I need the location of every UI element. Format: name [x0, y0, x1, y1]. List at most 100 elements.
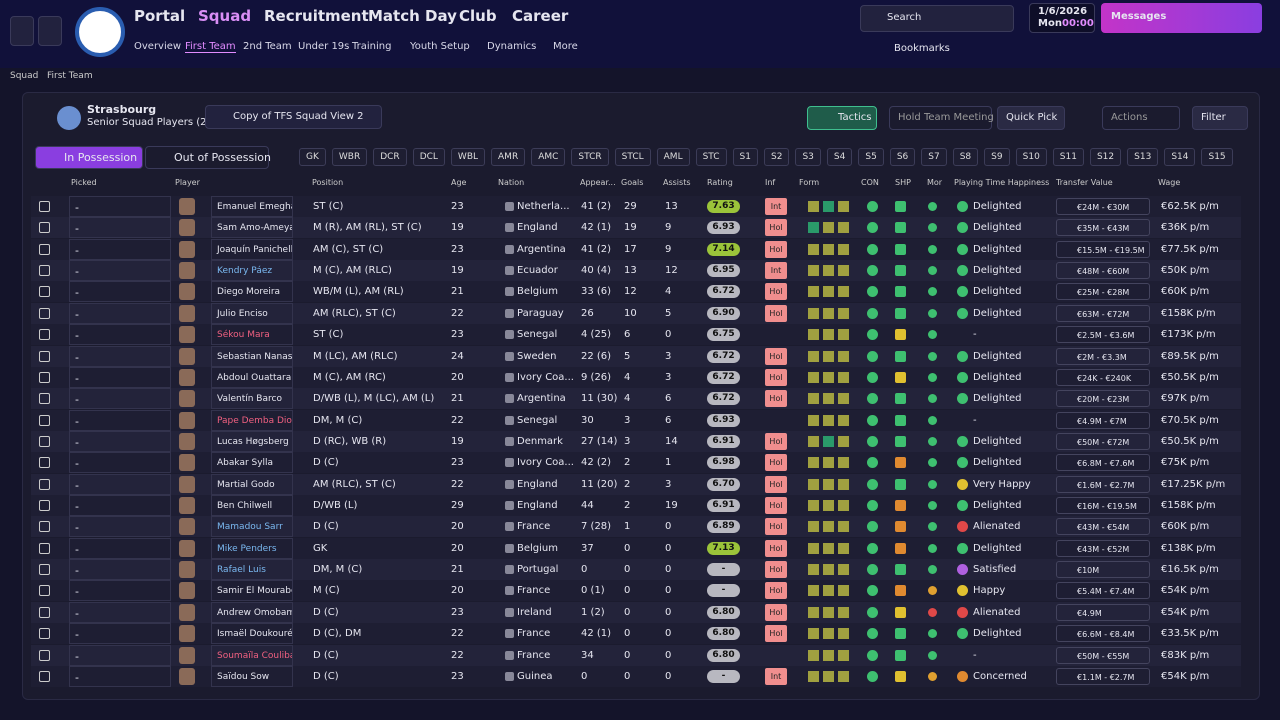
checkbox[interactable] — [39, 564, 50, 576]
transfer-value[interactable]: €2.5M - €3.6M — [1056, 326, 1150, 344]
checkbox[interactable] — [39, 414, 50, 426]
nation[interactable]: France — [517, 649, 551, 661]
nation[interactable]: Senegal — [517, 414, 558, 426]
checkbox[interactable] — [39, 542, 50, 554]
position-filter[interactable]: WBR — [331, 148, 368, 166]
player-name[interactable]: Julio Enciso — [211, 302, 293, 324]
position-filter[interactable]: WBL — [450, 148, 486, 166]
picked-select[interactable]: - — [69, 473, 171, 495]
nation[interactable]: Sweden — [517, 350, 557, 362]
nation[interactable]: England — [517, 500, 558, 512]
column-header[interactable]: CON — [861, 178, 879, 187]
submenu-item[interactable]: More — [553, 41, 578, 52]
nation[interactable]: Senegal — [517, 329, 558, 341]
picked-select[interactable]: - — [69, 302, 171, 324]
transfer-value[interactable]: €6.8M - €7.6M — [1056, 454, 1150, 472]
club-badge[interactable] — [75, 7, 125, 57]
position-filter[interactable]: S1 — [732, 148, 758, 166]
nation[interactable]: Ecuador — [517, 265, 558, 277]
breadcrumb-item[interactable]: First Team — [47, 71, 93, 81]
position-filter[interactable]: S4 — [826, 148, 853, 166]
picked-select[interactable]: - — [69, 217, 171, 239]
date-box[interactable]: 1/6/2026 Mon 00:00 — [1029, 3, 1095, 33]
submenu-item[interactable]: Dynamics — [487, 41, 537, 52]
action-button[interactable]: Tactics — [807, 106, 877, 130]
picked-select[interactable]: - — [69, 324, 171, 346]
column-header[interactable]: Mor — [927, 178, 943, 187]
nation[interactable]: Argentina — [517, 243, 566, 255]
nation[interactable]: Paraguay — [517, 307, 564, 319]
position-filter[interactable]: S2 — [764, 148, 790, 166]
player-name[interactable]: Mike Penders — [211, 537, 293, 559]
player-name[interactable]: Andrew Omobamid... — [211, 601, 293, 623]
position-filter[interactable]: S15 — [1201, 148, 1233, 166]
player-row[interactable]: - Sékou Mara ST (C) 23 Senegal 4 (25) 6 0 6.75 - €… — [31, 324, 1241, 346]
player-row[interactable]: - Saïdou Sow D (C) 23 Guinea 0 0 0 - Int Concerned… — [31, 665, 1241, 687]
column-header[interactable]: Appear... — [580, 178, 616, 187]
checkbox[interactable] — [39, 478, 50, 490]
picked-select[interactable]: - — [69, 366, 171, 388]
checkbox[interactable] — [39, 350, 50, 362]
nation[interactable]: Ivory Coa... — [517, 371, 574, 383]
column-header[interactable]: Picked — [71, 178, 97, 187]
back-button[interactable] — [10, 16, 34, 46]
menu-item[interactable]: Recruitment — [264, 7, 369, 25]
player-name[interactable]: Rafael Luis — [211, 559, 293, 581]
menu-item[interactable]: Portal — [134, 7, 186, 25]
player-name[interactable]: Ben Chilwell — [211, 495, 293, 517]
column-header[interactable]: Assists — [663, 178, 691, 187]
checkbox[interactable] — [39, 201, 50, 212]
submenu-item[interactable]: Overview — [134, 41, 182, 52]
picked-select[interactable]: - — [69, 580, 171, 602]
tab[interactable]: In Possession — [35, 146, 143, 169]
player-row[interactable]: - Julio Enciso AM (RLC), ST (C) 22 Paraguay 2… — [31, 302, 1241, 324]
forward-button[interactable] — [38, 16, 62, 46]
player-name[interactable]: Abakar Sylla — [211, 452, 293, 474]
position-filter[interactable]: S3 — [795, 148, 821, 166]
transfer-value[interactable]: €5.4M - €7.4M — [1056, 582, 1150, 600]
view-select[interactable]: Copy of TFS Squad View 2 — [205, 105, 382, 129]
checkbox[interactable] — [39, 222, 50, 234]
checkbox[interactable] — [39, 670, 50, 682]
picked-select[interactable]: - — [69, 537, 171, 559]
checkbox[interactable] — [39, 243, 50, 255]
player-row[interactable]: - Kendry Páez M (C), AM (RLC) 19 Ecuador 40 (… — [31, 260, 1241, 282]
player-name[interactable]: Valentín Barco — [211, 388, 293, 410]
nation[interactable]: Ireland — [517, 606, 552, 618]
player-row[interactable]: - Andrew Omobamid... D (C) 23 Ireland 1 (2) 0 0… — [31, 601, 1241, 623]
transfer-value[interactable]: €50M - €55M — [1056, 646, 1150, 664]
column-header[interactable]: Transfer Value — [1056, 178, 1113, 187]
position-filter[interactable]: S8 — [952, 148, 979, 166]
transfer-value[interactable]: €25M - €28M — [1056, 283, 1150, 301]
transfer-value[interactable]: €24M - €30M — [1056, 198, 1150, 215]
player-name[interactable]: Kendry Páez — [211, 260, 293, 282]
transfer-value[interactable]: €4.9M - €7M — [1056, 411, 1150, 429]
picked-select[interactable]: - — [69, 430, 171, 452]
submenu-item[interactable]: First Team — [185, 41, 236, 53]
player-name[interactable]: Joaquín Panichelli — [211, 238, 293, 260]
position-filter[interactable]: STC — [695, 148, 727, 166]
messages-button[interactable]: Messages — [1101, 3, 1262, 33]
checkbox[interactable] — [39, 500, 50, 512]
checkbox[interactable] — [39, 585, 50, 597]
player-row[interactable]: - Mike Penders GK 20 Belgium 37 0 0 7.13 Hol Delig… — [31, 537, 1241, 559]
player-name[interactable]: Mamadou Sarr — [211, 516, 293, 538]
picked-select[interactable]: - — [69, 623, 171, 645]
picked-select[interactable]: - — [69, 452, 171, 474]
transfer-value[interactable]: €20M - €23M — [1056, 390, 1150, 408]
breadcrumb-item[interactable]: Squad — [10, 71, 39, 81]
player-row[interactable]: - Pape Demba Diop DM, M (C) 22 Senegal 30 3 6 6.… — [31, 409, 1241, 431]
position-filter[interactable]: S7 — [921, 148, 947, 166]
nation[interactable]: Belgium — [517, 286, 558, 298]
column-header[interactable]: SHP — [895, 178, 911, 187]
player-name[interactable]: Saïdou Sow — [211, 665, 293, 687]
picked-select[interactable]: - — [69, 260, 171, 282]
checkbox[interactable] — [39, 606, 50, 618]
transfer-value[interactable]: €1.1M - €2.7M — [1056, 667, 1150, 685]
player-row[interactable]: - Ben Chilwell D/WB (L) 29 England 44 2 19 6.91 H… — [31, 495, 1241, 517]
position-filter[interactable]: STCR — [571, 148, 609, 166]
picked-select[interactable]: - — [69, 238, 171, 260]
transfer-value[interactable]: €43M - €52M — [1056, 539, 1150, 557]
nation[interactable]: Ivory Coa... — [517, 457, 574, 469]
picked-select[interactable]: - — [69, 409, 171, 431]
